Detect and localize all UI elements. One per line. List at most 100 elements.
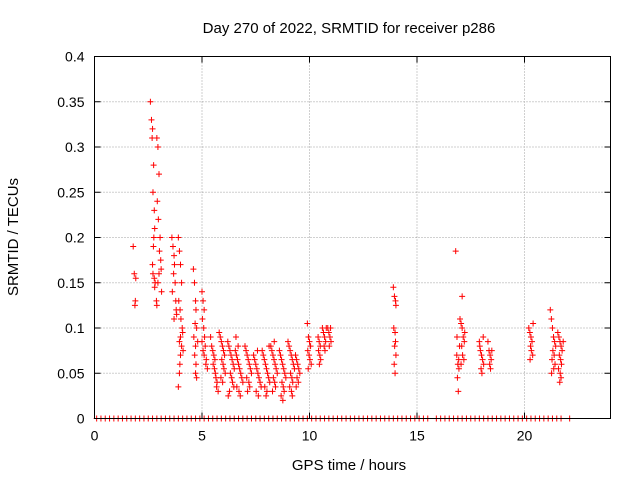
data-point [308,361,315,368]
y-tick-label: 0.35 [57,94,84,110]
data-point [270,374,277,381]
data-point [232,347,239,354]
x-tick-label: 15 [409,428,425,444]
data-point [149,189,156,196]
data-point [305,365,312,372]
data-point [289,392,296,399]
data-point [226,347,233,354]
data-point [391,293,398,300]
data-point [157,257,164,264]
data-point [391,361,398,368]
data-point [559,347,566,354]
x-tick-label: 10 [302,428,318,444]
data-point [271,379,278,386]
data-point [147,98,154,105]
data-point [551,352,558,359]
data-point [255,374,262,381]
data-point [392,370,399,377]
data-point [217,334,224,341]
data-point [293,383,300,390]
data-point [132,275,139,282]
data-point [231,365,238,372]
data-point [304,347,311,354]
data-point [316,338,323,345]
grid-lines [94,56,611,419]
data-point [259,347,266,354]
data-point [288,388,295,395]
data-point [264,370,271,377]
data-point [171,261,178,268]
data-point [179,329,186,336]
data-point [286,383,293,390]
data-point [528,347,535,354]
data-point [175,383,182,390]
data-point [557,356,564,363]
data-point [215,388,222,395]
data-point [255,392,262,399]
data-point [279,397,286,404]
data-point [243,347,250,354]
data-point [177,334,184,341]
data-point [271,356,278,363]
data-point [280,365,287,372]
data-point [130,243,137,250]
data-point [204,365,211,372]
data-point [392,338,399,345]
data-point [193,325,200,331]
data-point [459,293,466,300]
data-point [156,270,162,277]
data-point [326,343,333,350]
data-point [295,365,302,372]
data-point [557,370,564,377]
data-point [478,352,485,359]
data-point [154,198,161,205]
data-point [170,270,177,277]
data-point [263,392,270,399]
data-point [487,352,494,359]
data-point [479,356,486,363]
data-point [156,248,163,255]
x-tick-label: 20 [517,428,533,444]
data-point [177,352,184,359]
data-points [93,98,573,422]
data-point [172,279,179,286]
data-point [325,329,332,336]
data-point [278,356,285,363]
data-point [560,338,567,345]
data-point [253,388,260,395]
data-point [392,352,399,359]
data-point [484,338,491,345]
data-point [192,361,199,368]
data-point [178,279,185,286]
data-point [173,311,180,318]
data-point [156,171,162,178]
data-point [218,338,225,345]
data-point [157,234,164,241]
data-point [254,370,261,377]
data-point [529,352,536,359]
data-point [315,347,322,354]
data-point [171,315,178,322]
data-point [192,343,199,350]
data-point [552,343,559,350]
data-point [218,356,225,363]
data-point [458,343,465,350]
data-point [391,343,398,350]
data-point [286,343,293,350]
data-point [527,343,534,350]
data-point [453,334,460,341]
data-point [220,347,227,354]
data-point [200,347,207,354]
data-point [201,352,208,359]
data-point [315,334,322,341]
data-point [529,338,536,345]
data-point [480,361,487,368]
data-point [527,334,534,341]
x-axis-tick-labels: 0 5 10 15 20 [91,428,533,444]
data-point [235,388,242,395]
data-point [151,207,158,214]
data-point [246,361,253,368]
data-point [478,365,485,372]
data-point [244,388,251,395]
